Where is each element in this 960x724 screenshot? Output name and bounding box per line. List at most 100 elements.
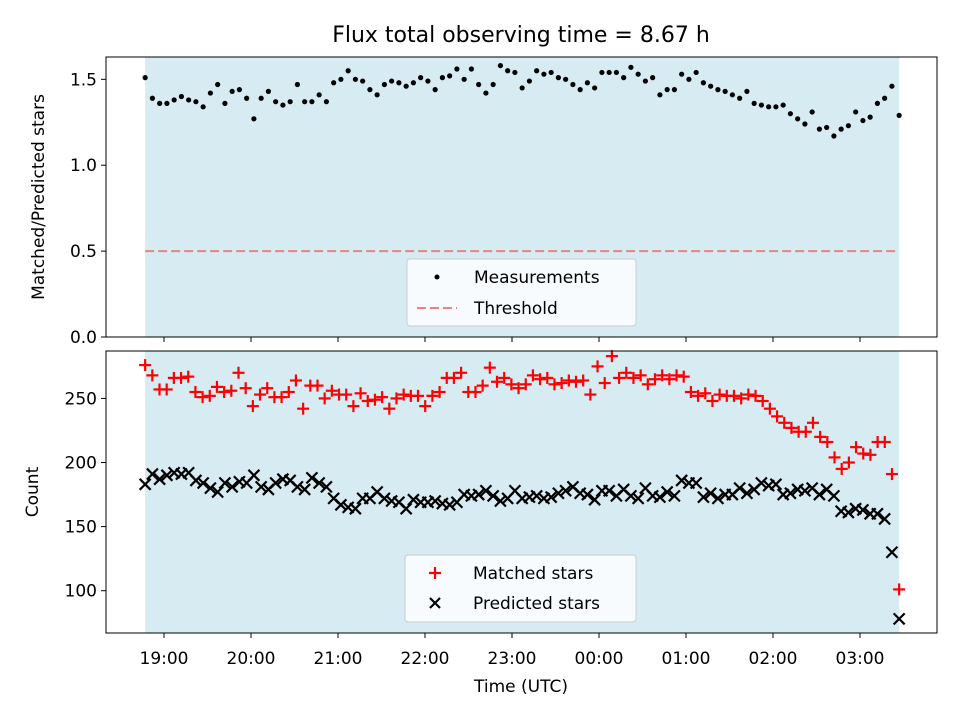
measurement-point <box>331 80 337 86</box>
predicted-star-point <box>204 481 217 495</box>
matched-star-point <box>842 456 855 469</box>
measurement-point <box>439 75 445 81</box>
measurement-point <box>200 104 206 110</box>
measurement-point <box>309 99 315 105</box>
measurement-point <box>287 99 293 105</box>
matched-star-point <box>663 373 676 386</box>
measurement-point <box>787 111 794 117</box>
matched-star-point <box>735 392 748 405</box>
matched-star-point <box>864 448 877 461</box>
chart-title: Flux total observing time = 8.67 h <box>332 23 710 48</box>
predicted-star-point <box>443 498 456 512</box>
measurement-point <box>860 117 866 124</box>
measurement-point <box>512 69 518 76</box>
measurement-point <box>693 69 699 76</box>
matched-star-point <box>857 447 870 460</box>
predicted-star-point <box>581 488 594 501</box>
matched-star-point <box>656 369 669 382</box>
matched-star-point <box>347 400 360 413</box>
matched-star-point <box>397 388 410 401</box>
matched-star-point <box>713 388 726 401</box>
matched-star-point <box>605 350 618 363</box>
predicted-star-point <box>407 493 420 506</box>
measurement-point <box>816 126 823 132</box>
predicted-star-point <box>269 476 282 490</box>
predicted-star-point <box>247 469 261 482</box>
measurement-point <box>708 83 714 89</box>
matched-star-point <box>246 400 259 413</box>
measurement-point <box>186 97 192 103</box>
top-panel: 0.0 0.5 1.0 1.5 Matched/Predicted stars Mea… <box>29 56 938 348</box>
predicted-star-point <box>494 494 507 508</box>
predicted-star-point <box>624 489 638 503</box>
predicted-star-point <box>225 480 239 494</box>
measurement-point <box>258 95 264 101</box>
matched-star-point <box>771 410 784 423</box>
matched-star-point <box>340 388 353 401</box>
matched-star-point <box>627 371 640 384</box>
predicted-star-point <box>689 476 703 490</box>
matched-star-point <box>541 371 554 384</box>
matched-star-point <box>570 375 583 388</box>
measurement-point <box>374 92 380 98</box>
measurement-point <box>207 90 213 96</box>
top-axes-frame <box>105 56 938 338</box>
predicted-star-point <box>813 488 826 501</box>
measurement-point <box>882 95 888 101</box>
matched-star-point <box>706 394 719 407</box>
predicted-star-point <box>740 487 754 500</box>
x-tick-label: 00:00 <box>575 649 624 669</box>
measurement-point <box>381 81 387 88</box>
x-tick-label: 21:00 <box>314 649 363 669</box>
predicted-star-point <box>305 471 319 485</box>
predicted-star-point <box>631 492 645 505</box>
measurement-point <box>874 100 881 106</box>
matched-star-point <box>210 380 223 393</box>
top-y-axis: 0.0 0.5 1.0 1.5 <box>70 70 106 348</box>
matched-star-point <box>254 388 267 401</box>
measurement-point <box>577 87 583 93</box>
measurement-point <box>468 66 474 72</box>
matched-star-point <box>455 366 468 379</box>
matched-star-point <box>139 359 152 372</box>
measurement-point <box>352 76 358 82</box>
matched-star-point <box>562 374 575 387</box>
bottom-axes-frame <box>105 350 938 634</box>
measurement-point <box>853 109 859 115</box>
measurement-point <box>316 92 322 98</box>
matched-star-point <box>376 391 389 404</box>
bottom-legend-box <box>404 554 637 623</box>
matched-star-point <box>598 377 611 390</box>
matched-star-point <box>778 416 791 429</box>
matched-star-point <box>835 462 848 475</box>
x-tick-label: 03:00 <box>836 649 885 669</box>
matched-star-point <box>699 387 712 400</box>
measurement-point <box>744 88 750 94</box>
matched-star-point <box>828 451 841 464</box>
predicted-star-point <box>602 484 616 497</box>
measurement-point <box>171 97 177 103</box>
matched-star-point <box>447 371 460 384</box>
predicted-star-point <box>871 507 884 521</box>
matched-star-point <box>878 436 891 449</box>
bottom-panel: 100 150 200 250 19:00 20:00 21:00 22:00 23:00 00… <box>23 350 938 697</box>
measurement-point <box>222 100 228 106</box>
matched-star-point <box>799 425 812 438</box>
matched-star-point <box>756 394 769 407</box>
matched-star-point <box>239 382 252 395</box>
measurement-point <box>592 85 598 91</box>
matched-star-point <box>469 386 482 399</box>
matched-star-point <box>620 366 633 379</box>
bottom-x-axis: 19:00 20:00 21:00 22:00 23:00 00:00 01:00 02:00… <box>140 633 885 669</box>
measurement-point <box>280 102 286 108</box>
matched-star-point <box>534 373 547 386</box>
measurement-point <box>555 75 562 81</box>
matched-star-point <box>785 421 798 434</box>
top-x-ticks <box>163 337 861 342</box>
measurement-point <box>867 114 873 120</box>
predicted-star-point <box>784 487 797 500</box>
measurement-point <box>584 80 591 86</box>
predicted-star-point <box>704 487 717 500</box>
legend-threshold: Threshold <box>473 299 558 319</box>
